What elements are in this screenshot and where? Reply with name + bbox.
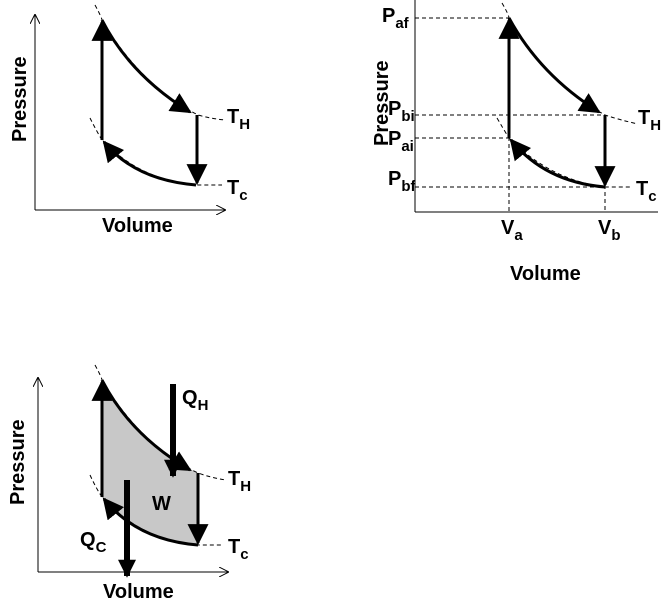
label-vb: Vb (598, 217, 621, 244)
x-axis-label: Volume (103, 581, 174, 603)
cycle-diagram-3: W Volume Pressure TH Tc QH QC (7, 364, 251, 603)
label-th: TH (228, 468, 251, 495)
isotherm-cold (89, 117, 222, 186)
y-axis-label: Pressure (7, 419, 29, 505)
y-axis-label: Pressure (371, 60, 393, 146)
y-axis-label: Pressure (9, 56, 31, 142)
cycle-diagram-2: Volume Pressure TH Tc Paf Pbi Pai Pbf Va… (371, 0, 661, 285)
label-tc: Tc (227, 177, 248, 204)
label-th: TH (638, 107, 661, 134)
compression-cold (509, 138, 606, 189)
label-th: TH (227, 106, 250, 133)
expansion-hot (507, 17, 601, 114)
isotherm-hot (501, 2, 639, 125)
expansion-hot (100, 19, 192, 114)
isotherm-hot (94, 4, 227, 121)
label-qc: QC (80, 529, 107, 556)
label-paf: Paf (382, 5, 410, 32)
label-va: Va (501, 217, 523, 244)
compression-cold (102, 497, 199, 547)
isotherm-cold (496, 117, 632, 188)
label-qh: QH (182, 387, 208, 414)
work-label: W (152, 493, 171, 515)
label-pai: Pai (388, 128, 414, 155)
label-pbf: Pbf (388, 168, 417, 195)
compression-cold (102, 140, 197, 187)
label-tc: Tc (228, 536, 249, 563)
x-axis-label: Volume (510, 263, 581, 285)
label-tc: Tc (636, 178, 657, 205)
cycle-diagram-1: Volume Pressure TH Tc (9, 4, 250, 237)
x-axis-label: Volume (102, 215, 173, 237)
label-pbi: Pbi (388, 98, 415, 125)
